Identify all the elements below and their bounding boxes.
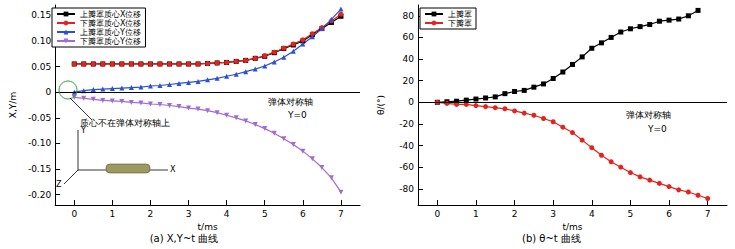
svg-text:(a) X,Y~t 曲线: (a) X,Y~t 曲线 (150, 233, 219, 244)
svg-text:质心不在弹体对称轴上: 质心不在弹体对称轴上 (80, 118, 170, 128)
svg-text:Y=0: Y=0 (647, 124, 667, 134)
svg-text:下瓣罩质心Y位移: 下瓣罩质心Y位移 (80, 37, 141, 46)
svg-text:5: 5 (262, 209, 268, 219)
svg-text:7: 7 (705, 209, 711, 219)
svg-text:X: X (170, 165, 176, 174)
svg-text:Z: Z (56, 180, 62, 189)
svg-text:θ/(°): θ/(°) (376, 95, 386, 115)
svg-text:6: 6 (300, 209, 306, 219)
svg-text:6: 6 (666, 209, 672, 219)
svg-text:0.15: 0.15 (31, 10, 51, 20)
svg-text:X,Y/m: X,Y/m (8, 92, 18, 118)
svg-text:-0.15: -0.15 (28, 164, 51, 174)
svg-text:2: 2 (148, 209, 154, 219)
svg-text:3: 3 (186, 209, 192, 219)
svg-text:上瓣罩: 上瓣罩 (448, 10, 472, 19)
svg-text:-20: -20 (399, 119, 414, 129)
svg-text:Y: Y (80, 126, 86, 135)
svg-text:0: 0 (408, 97, 414, 107)
svg-text:(b) θ~t 曲线: (b) θ~t 曲线 (522, 233, 581, 244)
svg-text:弹体对称轴: 弹体对称轴 (626, 110, 671, 120)
svg-text:0.05: 0.05 (31, 62, 51, 72)
svg-text:0: 0 (45, 87, 51, 97)
svg-text:-0.10: -0.10 (28, 138, 52, 148)
svg-text:0: 0 (71, 209, 77, 219)
svg-text:4: 4 (224, 209, 230, 219)
svg-text:-0.05: -0.05 (28, 113, 51, 123)
svg-text:1: 1 (473, 209, 479, 219)
svg-text:1: 1 (109, 209, 115, 219)
svg-text:弹体对称轴: 弹体对称轴 (268, 97, 313, 107)
svg-text:0: 0 (434, 209, 440, 219)
svg-text:上瓣罩质心Y位移: 上瓣罩质心Y位移 (80, 28, 141, 37)
svg-text:60: 60 (403, 32, 415, 42)
svg-text:-80: -80 (399, 184, 414, 194)
svg-text:下瓣罩: 下瓣罩 (448, 19, 472, 28)
svg-text:上瓣罩质心X位移: 上瓣罩质心X位移 (80, 10, 141, 19)
svg-text:40: 40 (403, 54, 415, 64)
svg-text:4: 4 (589, 209, 595, 219)
svg-text:80: 80 (403, 11, 415, 21)
svg-text:Y=0: Y=0 (287, 110, 307, 120)
svg-text:7: 7 (338, 209, 344, 219)
svg-text:t/ms: t/ms (562, 222, 582, 232)
svg-text:-40: -40 (399, 141, 414, 151)
svg-text:t/ms: t/ms (198, 222, 218, 232)
svg-text:-0.20: -0.20 (28, 190, 52, 200)
svg-text:0.10: 0.10 (31, 36, 51, 46)
svg-text:下瓣罩质心X位移: 下瓣罩质心X位移 (80, 19, 141, 28)
svg-text:-60: -60 (399, 162, 414, 172)
svg-text:20: 20 (403, 76, 415, 86)
svg-text:3: 3 (550, 209, 556, 219)
svg-text:5: 5 (628, 209, 634, 219)
svg-text:2: 2 (512, 209, 518, 219)
